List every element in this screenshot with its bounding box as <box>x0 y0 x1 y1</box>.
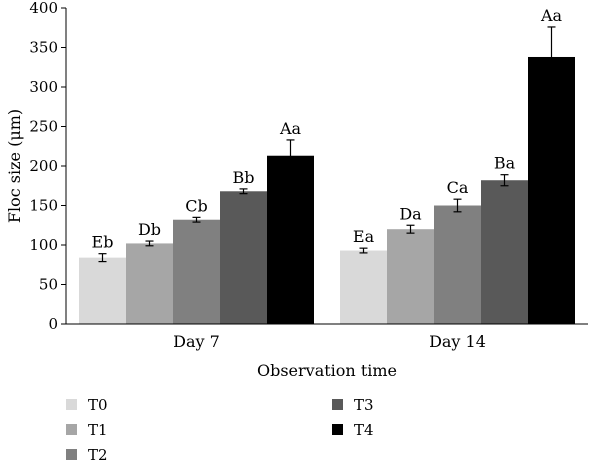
data-label: Aa <box>279 119 302 138</box>
data-label: Aa <box>540 6 563 25</box>
legend-label-t2: T2 <box>88 446 108 464</box>
legend-swatch-t2 <box>66 449 77 460</box>
y-tick-label: 100 <box>29 236 58 254</box>
bar-t2-day-14 <box>434 205 481 324</box>
bar-t2-day-7 <box>173 219 220 324</box>
error-bars <box>98 26 556 263</box>
data-label: Ca <box>447 178 469 197</box>
data-label: Ba <box>494 154 516 173</box>
legend-swatch-t0 <box>66 399 77 410</box>
data-label: Ea <box>353 227 375 246</box>
x-axis-title: Observation time <box>257 361 397 380</box>
y-tick-label: 150 <box>29 197 58 215</box>
y-tick-label: 0 <box>48 315 58 333</box>
data-label: Cb <box>185 196 207 215</box>
legend-swatch-t4 <box>332 424 343 435</box>
bar-t3-day-14 <box>481 180 528 324</box>
bar-t3-day-7 <box>220 191 267 324</box>
bar-t0-day-14 <box>340 250 387 324</box>
y-axis-ticks: 0 50 100 150 200 250 300 350 400 <box>29 0 66 333</box>
legend: T0 T1 T2 T3 T4 <box>66 396 374 464</box>
legend-label-t4: T4 <box>354 421 374 439</box>
y-tick-label: 350 <box>29 39 58 57</box>
y-axis-title: Floc size (μm) <box>5 109 24 223</box>
data-label: Bb <box>233 168 255 187</box>
y-tick-label: 50 <box>39 276 58 294</box>
bar-t0-day-7 <box>79 257 126 324</box>
x-axis-categories: Day 7 Day 14 <box>173 332 486 351</box>
bar-t1-day-14 <box>387 229 434 324</box>
bar-t4-day-14 <box>528 56 575 324</box>
y-tick-label: 250 <box>29 118 58 136</box>
legend-label-t0: T0 <box>88 396 108 414</box>
data-labels: Eb Db Cb Bb Aa Ea Da Ca Ba Aa <box>92 6 563 252</box>
data-label: Eb <box>92 233 114 252</box>
data-label: Da <box>399 204 422 223</box>
x-category-label: Day 7 <box>173 332 220 351</box>
legend-label-t3: T3 <box>354 396 374 414</box>
legend-swatch-t1 <box>66 424 77 435</box>
x-category-label: Day 14 <box>429 332 486 351</box>
y-tick-label: 400 <box>29 0 58 17</box>
data-label: Db <box>138 220 161 239</box>
y-tick-label: 200 <box>29 157 58 175</box>
legend-label-t1: T1 <box>88 421 108 439</box>
y-tick-label: 300 <box>29 78 58 96</box>
bars <box>79 56 575 324</box>
bar-t4-day-7 <box>267 155 314 324</box>
legend-swatch-t3 <box>332 399 343 410</box>
bar-t1-day-7 <box>126 243 173 324</box>
